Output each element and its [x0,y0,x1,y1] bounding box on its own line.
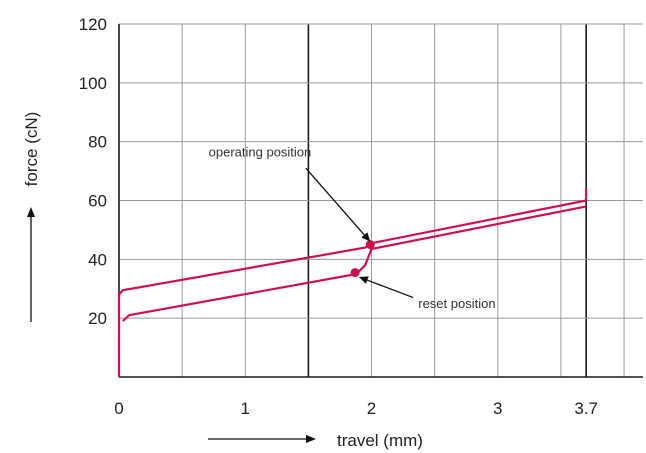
series-line-1 [117,188,588,377]
y-tick-label: 60 [88,192,107,211]
x-tick-label: 0 [114,399,123,418]
annotation-arrow-head-2 [358,276,369,284]
data-point-marker-1 [365,240,375,250]
y-tick-label: 20 [88,309,107,328]
y-tick-label: 120 [79,15,107,34]
y-tick-label: 40 [88,250,107,269]
annotation-arrow-line-1 [305,167,365,236]
series-line-2 [122,205,587,322]
annotations: operating position reset position [209,144,496,310]
x-axis-label: travel (mm) [337,431,423,450]
y-tick-label: 100 [79,74,107,93]
y-axis-arrow [27,207,35,322]
x-tick-label: 1 [241,399,250,418]
grid [119,23,643,377]
x-tick-label: 3 [493,399,502,418]
x-axis-arrow [208,435,316,443]
y-axis-label: force (cN) [22,112,41,187]
annotation-label-2: reset position [418,296,495,311]
markers [350,240,375,278]
annotation-arrow-line-2 [367,279,414,299]
annotation-label-1: operating position [209,144,312,159]
annotation-arrow-head-1 [361,232,371,242]
series [117,188,588,377]
tick-labels: 0 1 2 3 3.7 20 40 60 80 100 120 [79,15,598,418]
y-tick-label: 80 [88,133,107,152]
x-tick-label: 2 [367,399,376,418]
x-tick-label: 3.7 [574,399,598,418]
data-point-marker-2 [350,268,360,278]
